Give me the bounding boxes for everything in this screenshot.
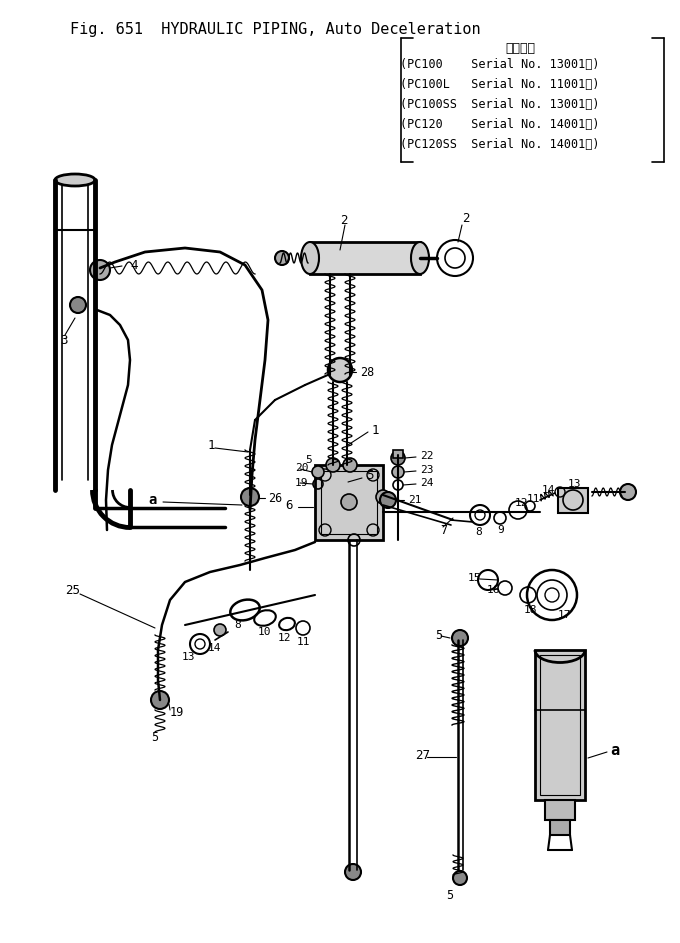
Bar	[310, 242, 420, 274]
Circle shape	[90, 260, 110, 280]
Text: (PC100L   Serial No. 11001～): (PC100L Serial No. 11001～)	[400, 78, 600, 91]
Text: 16: 16	[487, 585, 500, 595]
Text: 適用号機: 適用号機	[505, 42, 535, 55]
Text: (PC120    Serial No. 14001～): (PC120 Serial No. 14001～)	[400, 118, 600, 131]
Text: 15: 15	[468, 573, 481, 583]
Text: (PC120SS  Serial No. 14001～): (PC120SS Serial No. 14001～)	[400, 138, 600, 151]
Circle shape	[345, 864, 361, 880]
Circle shape	[328, 358, 352, 382]
Text: 5: 5	[447, 888, 454, 902]
Text: 6: 6	[285, 499, 292, 511]
Circle shape	[151, 691, 169, 709]
Text: 3: 3	[60, 334, 67, 346]
Bar	[545, 800, 575, 820]
Text: 5: 5	[152, 731, 158, 743]
Ellipse shape	[301, 242, 319, 274]
Text: (PC100SS  Serial No. 13001～): (PC100SS Serial No. 13001～)	[400, 98, 600, 111]
Circle shape	[241, 488, 259, 506]
Circle shape	[376, 490, 390, 504]
Text: 19: 19	[295, 478, 309, 488]
Circle shape	[620, 484, 636, 500]
Bar	[535, 650, 585, 800]
Text: 25: 25	[65, 584, 80, 597]
Text: 2: 2	[462, 211, 469, 224]
Text: 22: 22	[420, 451, 434, 461]
Bar	[321, 471, 377, 534]
Bar	[315, 465, 383, 540]
Text: 17: 17	[558, 610, 571, 620]
Bar	[558, 488, 588, 513]
Text: 20: 20	[295, 463, 309, 473]
Text: 13: 13	[182, 652, 196, 662]
Text: 19: 19	[170, 705, 184, 719]
Text: (PC100    Serial No. 13001～): (PC100 Serial No. 13001～)	[400, 58, 600, 71]
Text: 1: 1	[372, 423, 379, 437]
Text: 21: 21	[408, 495, 422, 505]
Circle shape	[452, 630, 468, 646]
Text: 24: 24	[420, 478, 434, 488]
Circle shape	[380, 492, 396, 508]
Text: 8: 8	[234, 620, 241, 630]
Text: 10: 10	[258, 627, 271, 637]
Text: 7: 7	[440, 523, 447, 537]
Circle shape	[391, 451, 405, 465]
Circle shape	[453, 871, 467, 885]
Text: 28: 28	[360, 366, 374, 378]
Circle shape	[392, 466, 404, 478]
Circle shape	[341, 494, 357, 510]
Text: 23: 23	[420, 465, 434, 475]
Text: 5: 5	[435, 628, 442, 641]
Text: 5: 5	[366, 469, 373, 482]
Text: 13: 13	[568, 479, 581, 489]
Bar	[393, 450, 403, 458]
Circle shape	[214, 624, 226, 636]
Circle shape	[312, 466, 324, 478]
Text: 1: 1	[208, 438, 216, 452]
Ellipse shape	[411, 242, 429, 274]
Circle shape	[326, 458, 340, 472]
Text: 2: 2	[340, 213, 347, 226]
Text: 11: 11	[527, 494, 541, 504]
Circle shape	[275, 251, 289, 265]
Ellipse shape	[55, 174, 95, 186]
Text: 18: 18	[524, 605, 537, 615]
Bar	[550, 820, 570, 835]
Text: 12: 12	[515, 498, 528, 508]
Text: 27: 27	[415, 749, 430, 762]
Text: 8: 8	[475, 527, 481, 537]
Text: 4: 4	[130, 258, 137, 272]
Text: 14: 14	[208, 643, 222, 653]
Text: 5: 5	[305, 455, 311, 465]
Text: 11: 11	[297, 637, 311, 647]
Text: Fig. 651  HYDRAULIC PIPING, Auto Deceleration: Fig. 651 HYDRAULIC PIPING, Auto Decelera…	[70, 22, 481, 37]
Circle shape	[70, 297, 86, 313]
Text: 26: 26	[268, 491, 282, 505]
Text: a: a	[610, 742, 619, 757]
Text: 12: 12	[278, 633, 292, 643]
Text: a: a	[148, 493, 156, 507]
Text: 9: 9	[497, 525, 504, 535]
Circle shape	[343, 458, 357, 472]
Text: 14: 14	[542, 485, 556, 495]
Bar	[540, 655, 580, 795]
